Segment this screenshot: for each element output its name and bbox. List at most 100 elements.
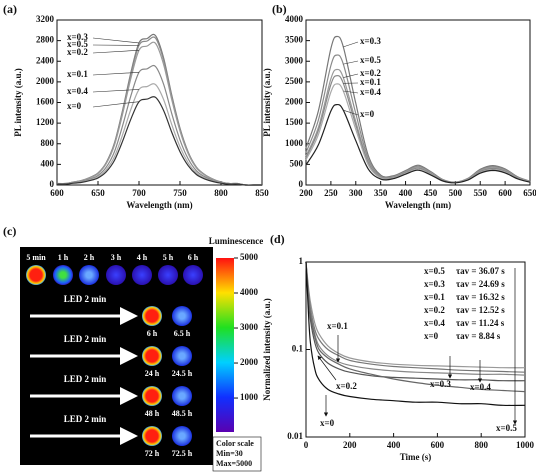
row-label: LED 2 min: [64, 374, 107, 384]
x-tick-label: 850: [255, 188, 269, 198]
time-label: 2 h: [84, 253, 95, 262]
y-axis-title: Normalized intensity (a.u.): [262, 298, 272, 401]
x-axis-title: Wavelength (nm): [126, 200, 192, 210]
color-scale-min: Min=30: [216, 449, 243, 458]
series-label: x=0: [320, 418, 335, 428]
color-scale-box: [212, 436, 262, 472]
colorbar-tick-label: 4000: [240, 287, 259, 297]
y-tick-label: 1: [299, 256, 304, 266]
pointer-arrow: [317, 355, 337, 381]
leader-line: [343, 60, 359, 65]
leader-line: [92, 37, 140, 44]
x-tick-label: 200: [299, 188, 313, 198]
x-tick-label: 1000: [516, 440, 535, 450]
series-label: x=0.1: [327, 321, 348, 331]
colorbar-title: Luminescence: [209, 236, 264, 246]
x-tick-label: 600: [431, 440, 445, 450]
series-line: [305, 261, 526, 393]
colorbar: [216, 258, 234, 432]
y-tick-label: 1600: [36, 97, 55, 107]
series-label: x=0: [360, 109, 375, 119]
series-line: [305, 261, 526, 369]
y-axis-title: PL intensity (a.u.): [13, 68, 23, 137]
x-tick-label: 500: [449, 188, 463, 198]
x-tick-label: 300: [349, 188, 363, 198]
x-tick-label: 650: [523, 188, 536, 198]
series-label: x=0.5: [360, 55, 381, 65]
y-tick-label: 500: [290, 158, 304, 168]
x-tick-label: 200: [343, 440, 357, 450]
y-tick-label: 4000: [285, 14, 304, 24]
x-tick-label: 250: [324, 188, 338, 198]
series-label: x=0.4: [67, 86, 88, 96]
series-line: [56, 96, 262, 186]
sample-spot: [172, 346, 192, 366]
legend-lifetime: τav = 24.69 s: [456, 279, 505, 289]
x-axis-title: Wavelength (nm): [385, 200, 451, 210]
leader-line: [343, 41, 359, 48]
leader-line: [92, 89, 140, 93]
series-line: [56, 36, 262, 186]
sample-spot: [172, 306, 192, 326]
legend-sample: x=0.5: [424, 266, 445, 276]
x-tick-label: 750: [173, 188, 187, 198]
time-label: 6.5 h: [174, 329, 191, 338]
time-label: 5 min: [26, 253, 46, 262]
chart-panel: (a) 600 650 700 750 800 850 0 400 800 1200 1600 2000…: [3, 2, 269, 210]
row-label: LED 2 min: [64, 334, 107, 344]
color-scale-max: Max=5000: [216, 459, 252, 468]
series-label: x=0.3: [430, 379, 451, 389]
x-tick-label: 650: [91, 188, 105, 198]
sample-spot: [132, 265, 152, 285]
legend-sample: x=0.4: [424, 318, 445, 328]
colorbar-tick-label: 2000: [240, 357, 259, 367]
legend-lifetime: τav = 16.32 s: [456, 292, 505, 302]
series-label: x=0.2: [67, 47, 88, 57]
x-tick-label: 800: [474, 440, 488, 450]
legend-lifetime: τav = 11.24 s: [456, 318, 505, 328]
x-tick-label: 700: [132, 188, 146, 198]
y-tick-label: 400: [41, 158, 55, 168]
series-label: x=0.3: [67, 32, 88, 42]
series-label: x=0.1: [67, 69, 88, 79]
sample-spot: [183, 265, 203, 285]
series-line: [305, 75, 531, 184]
y-tick-label: 1200: [36, 117, 55, 127]
row-label: LED 2 min: [64, 414, 107, 424]
series-label: x=0.5: [67, 39, 88, 49]
legend-sample: x=0.2: [424, 305, 445, 315]
time-label: 6 h: [188, 253, 199, 262]
series-label: x=0.1: [360, 77, 381, 87]
y-tick-label: 3200: [36, 14, 55, 24]
series-line: [305, 54, 531, 183]
y-tick-label: 800: [41, 138, 55, 148]
panel-label: (b): [272, 2, 287, 16]
time-label: 1 h: [58, 253, 69, 262]
sample-spot: [26, 265, 46, 285]
x-axis-title: Time (s): [400, 452, 432, 462]
leader-line: [343, 73, 359, 78]
sample-spot: [142, 306, 162, 326]
panel-label: (c): [3, 224, 16, 238]
x-tick-label: 550: [473, 188, 487, 198]
time-label: 4 h: [137, 253, 148, 262]
leader-line: [92, 101, 140, 108]
time-label: 6 h: [147, 329, 158, 338]
colorbar-tick-label: 3000: [240, 322, 259, 332]
series-line: [305, 83, 531, 184]
color-scale-title: Color scale: [216, 439, 254, 448]
colorbar-tick-label: 1000: [240, 392, 259, 402]
legend-sample: x=0.3: [424, 279, 445, 289]
x-tick-label: 350: [374, 188, 388, 198]
legend-lifetime: τav = 8.84 s: [456, 331, 501, 341]
time-label: 24 h: [145, 369, 160, 378]
x-tick-label: 600: [498, 188, 512, 198]
time-label: 24.5 h: [172, 369, 193, 378]
sample-spot: [172, 426, 192, 446]
time-label: 48 h: [145, 409, 160, 418]
y-tick-label: 1500: [285, 117, 304, 127]
sample-spot: [79, 265, 99, 285]
y-tick-label: 2800: [36, 35, 55, 45]
legend-sample: x=0.1: [424, 292, 445, 302]
